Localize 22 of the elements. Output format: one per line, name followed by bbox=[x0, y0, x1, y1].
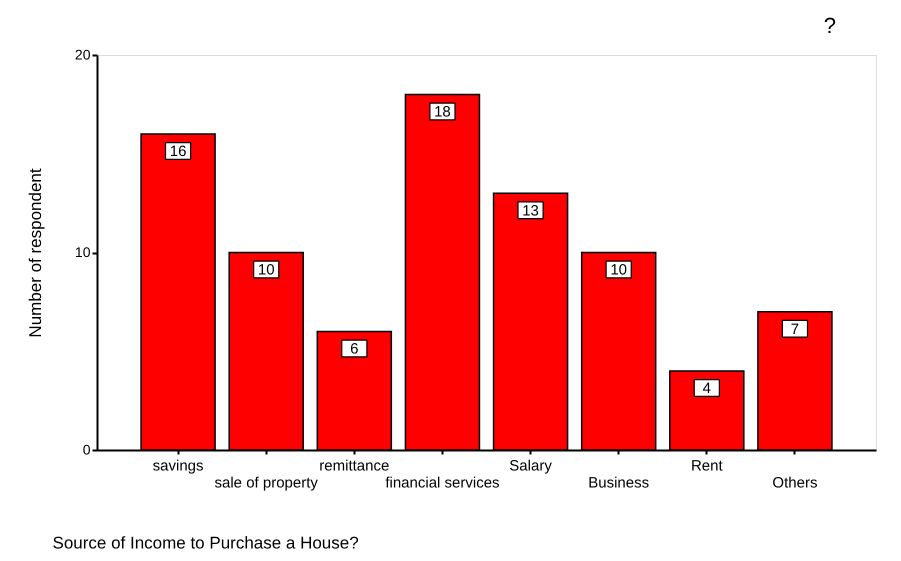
data-label: 13 bbox=[522, 202, 539, 220]
data-label: 7 bbox=[790, 320, 800, 338]
x-tick-label: Others bbox=[772, 474, 818, 492]
data-label: 6 bbox=[350, 340, 358, 358]
x-tick-label: Rent bbox=[690, 458, 724, 474]
x-tick-label: sale of property bbox=[214, 474, 318, 492]
y-tick-label: 10 bbox=[74, 244, 91, 260]
data-label: 4 bbox=[702, 380, 711, 397]
x-tick-label: savings bbox=[152, 458, 204, 474]
data-label: 18 bbox=[434, 104, 451, 120]
x-axis-title: Source of Income to Purchase a House? bbox=[52, 534, 359, 552]
chart-title: ? bbox=[824, 13, 836, 38]
data-label: 10 bbox=[610, 262, 628, 278]
data-label: 10 bbox=[258, 262, 275, 278]
x-tick-label: financial services bbox=[385, 474, 500, 492]
x-tick-label: Business bbox=[588, 474, 650, 492]
y-axis-title: Number of respondent bbox=[26, 168, 45, 338]
x-tick-label: Salary bbox=[509, 458, 552, 474]
data-label: 16 bbox=[170, 143, 186, 160]
y-tick-label: 20 bbox=[74, 46, 91, 62]
y-tick-label: 0 bbox=[82, 442, 91, 458]
x-tick-label: remittance bbox=[319, 458, 390, 474]
